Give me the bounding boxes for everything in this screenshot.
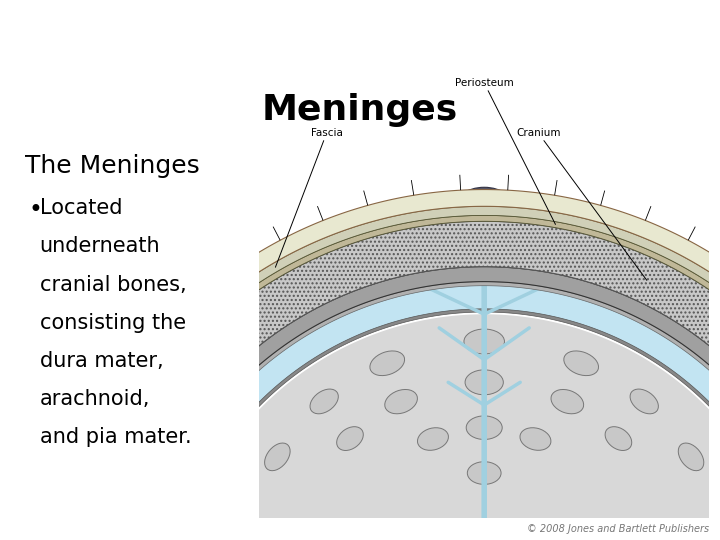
Ellipse shape (453, 187, 516, 233)
Text: Located: Located (40, 198, 122, 218)
Text: Pia mater: Pia mater (0, 539, 1, 540)
Ellipse shape (605, 427, 631, 450)
Polygon shape (122, 267, 720, 540)
Ellipse shape (384, 389, 418, 414)
Text: Periosteum: Periosteum (455, 78, 555, 225)
Ellipse shape (467, 416, 503, 440)
Text: Cranium: Cranium (516, 128, 647, 280)
Text: consisting the: consisting the (40, 313, 186, 333)
Text: underneath: underneath (40, 237, 161, 256)
Text: The Meninges: The Meninges (25, 154, 200, 179)
Text: arachnoid,: arachnoid, (40, 389, 150, 409)
Text: Arachnoid: Arachnoid (0, 539, 1, 540)
Ellipse shape (520, 428, 551, 450)
Text: and pia mater.: and pia mater. (40, 427, 192, 447)
Polygon shape (138, 282, 720, 540)
Text: •: • (29, 198, 42, 222)
Ellipse shape (564, 351, 598, 376)
Polygon shape (46, 190, 720, 540)
Polygon shape (140, 285, 720, 540)
Text: © 2008 Jones and Bartlett Publishers: © 2008 Jones and Bartlett Publishers (527, 524, 709, 534)
Ellipse shape (678, 443, 703, 471)
Ellipse shape (265, 443, 290, 471)
Polygon shape (71, 215, 720, 540)
Text: cranial bones,: cranial bones, (40, 274, 186, 294)
Polygon shape (164, 309, 720, 540)
Text: Meninges: Meninges (262, 93, 458, 127)
Text: dura mater,: dura mater, (40, 350, 163, 370)
Text: Dura mater: Dura mater (0, 539, 1, 540)
Ellipse shape (630, 389, 658, 414)
Text: Cerebral
cortex: Cerebral cortex (0, 539, 1, 540)
Polygon shape (63, 206, 720, 540)
Ellipse shape (467, 462, 501, 484)
Ellipse shape (551, 389, 584, 414)
Ellipse shape (464, 329, 505, 354)
Text: Skin: Skin (0, 539, 1, 540)
Ellipse shape (337, 427, 364, 450)
Ellipse shape (310, 389, 338, 414)
Text: Fascia: Fascia (276, 128, 343, 267)
Polygon shape (78, 221, 720, 540)
Text: Subarachnoid
space: Subarachnoid space (0, 539, 1, 540)
Ellipse shape (465, 370, 503, 395)
Ellipse shape (370, 351, 405, 376)
Polygon shape (169, 314, 720, 540)
Ellipse shape (418, 428, 449, 450)
